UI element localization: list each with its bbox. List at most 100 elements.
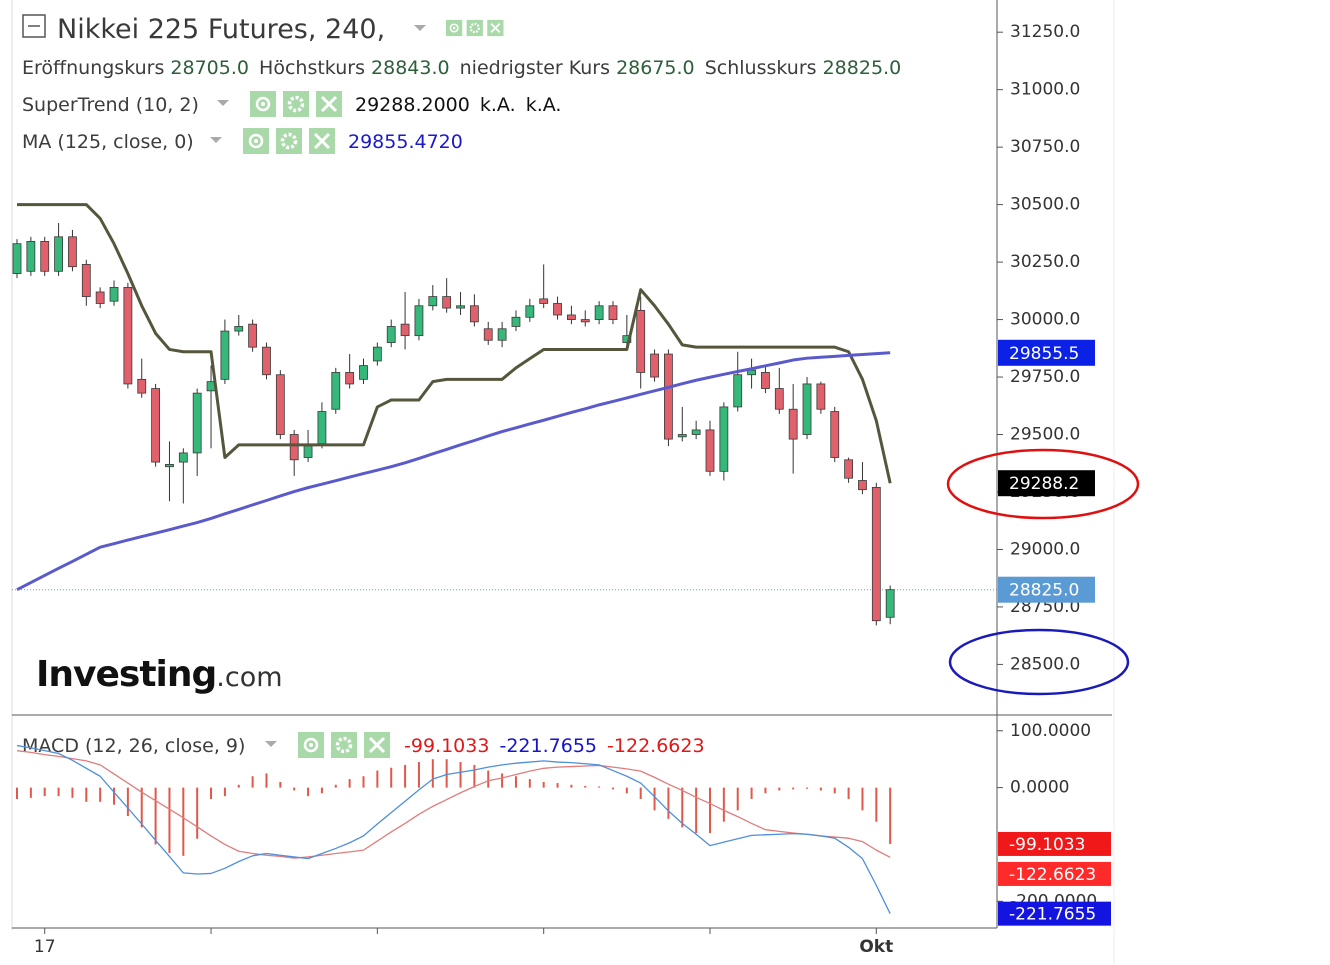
histogram-bar xyxy=(210,787,213,799)
histogram-bar xyxy=(99,787,102,802)
indicator-line xyxy=(16,351,891,592)
legend-value: k.A. xyxy=(526,94,562,116)
ma-icons[interactable] xyxy=(243,128,335,154)
candle-body xyxy=(400,323,410,337)
histogram-bar xyxy=(722,787,725,822)
candle-body xyxy=(26,240,36,272)
annotation-ellipse xyxy=(948,628,1130,696)
chart-title: Nikkei 225 Futures, 240, xyxy=(57,14,385,45)
candle-body xyxy=(456,305,465,309)
candle-body xyxy=(151,388,161,463)
histogram-bar xyxy=(806,787,809,789)
candle-body xyxy=(705,429,715,472)
candle-body xyxy=(844,459,853,479)
price-badge-label: -221.7655 xyxy=(1009,905,1096,925)
price-badge-bg xyxy=(998,339,1095,366)
histogram-bar xyxy=(473,764,476,788)
x-tick-label: 17 xyxy=(34,937,56,957)
histogram-bar xyxy=(71,787,74,798)
legend-value: -99.1033 xyxy=(404,735,489,757)
candle-body xyxy=(802,383,812,435)
x-tick-label: Okt xyxy=(859,937,893,957)
candle-body xyxy=(719,406,729,472)
histogram-bar xyxy=(431,759,434,788)
histogram-bar xyxy=(196,787,199,839)
y-tick-label: 29750.0 xyxy=(1010,367,1080,387)
histogram-bar xyxy=(611,787,614,790)
candle-body xyxy=(317,411,327,445)
histogram-bar xyxy=(293,787,296,791)
candle-body xyxy=(289,434,299,461)
histogram-bar xyxy=(819,787,822,791)
supertrend-icons[interactable] xyxy=(250,91,342,117)
collapse-button[interactable] xyxy=(22,14,46,38)
price-badge-label: -99.1033 xyxy=(1009,835,1085,855)
histogram-bar xyxy=(320,787,323,794)
histogram-bar xyxy=(168,787,171,853)
histogram-bar xyxy=(639,787,642,799)
macd-icons[interactable] xyxy=(298,732,390,758)
histogram-bar xyxy=(709,787,711,834)
macd-legend: MACD (12, 26, close, 9) xyxy=(22,735,245,757)
candle-body xyxy=(691,429,701,435)
candle-body xyxy=(12,243,22,274)
histogram-bar xyxy=(653,787,656,811)
candle-body xyxy=(165,464,174,468)
histogram-bar xyxy=(126,787,129,817)
candle-body xyxy=(497,328,507,341)
histogram-bar xyxy=(334,784,337,788)
ohlc-label: Eröffnungskurs xyxy=(22,57,164,79)
price-badge-label: 29288.2 xyxy=(1009,474,1079,494)
candle-body xyxy=(733,374,743,408)
histogram-bar xyxy=(736,787,739,811)
price-badge: -122.6623 xyxy=(998,861,1111,886)
indicator-line xyxy=(17,203,892,484)
candle-body xyxy=(622,335,632,343)
y-tick-label: 100.0000 xyxy=(1010,721,1091,741)
histogram-bar xyxy=(43,787,46,797)
candle-body xyxy=(331,372,341,410)
histogram-bar xyxy=(584,785,587,788)
candle-body xyxy=(871,486,881,622)
histogram-bar xyxy=(847,787,850,799)
candle-body xyxy=(220,330,230,380)
candle-body xyxy=(636,309,646,373)
candle-body xyxy=(81,263,91,297)
annotation-ellipse xyxy=(946,448,1140,520)
histogram-bar xyxy=(861,787,864,811)
dropdown-caret[interactable] xyxy=(265,741,277,747)
candle-body xyxy=(567,314,576,320)
dropdown-caret[interactable] xyxy=(210,137,222,143)
macd-pane xyxy=(16,744,892,914)
candle-body xyxy=(774,388,784,410)
price-badge: 29288.2 xyxy=(998,470,1095,497)
watermark-logo: Investing.com xyxy=(36,654,283,695)
dropdown-caret[interactable] xyxy=(217,100,229,106)
title-icons[interactable] xyxy=(446,20,504,36)
y-tick-label: 29000.0 xyxy=(1010,539,1080,559)
y-tick-label: 31250.0 xyxy=(1010,22,1080,42)
candle-body xyxy=(650,353,659,378)
histogram-bar xyxy=(223,787,226,797)
histogram-bar xyxy=(542,781,545,788)
histogram-bar xyxy=(833,787,836,794)
legend-value: -122.6623 xyxy=(607,735,705,757)
price-badge-label: 28825.0 xyxy=(1009,581,1079,601)
candle-body xyxy=(664,353,673,440)
histogram-bar xyxy=(681,787,684,828)
candle-body xyxy=(608,305,618,320)
histogram-bar xyxy=(57,787,60,797)
candle-body xyxy=(123,286,133,385)
histogram-bar xyxy=(307,787,310,797)
main-pane xyxy=(12,203,997,626)
candle-body xyxy=(788,408,798,440)
y-tick-label: 30750.0 xyxy=(1010,137,1080,157)
price-badge: -221.7655 xyxy=(998,901,1111,926)
supertrend-legend: SuperTrend (10, 2) xyxy=(22,94,199,116)
candle-body xyxy=(539,298,549,304)
ohlc-label: Schlusskurs xyxy=(705,57,817,79)
supertrend-values: 29288.2000 k.A. k.A. xyxy=(355,94,561,116)
dropdown-caret[interactable] xyxy=(414,25,426,31)
histogram-bar xyxy=(16,787,18,799)
candle-body xyxy=(761,372,770,389)
